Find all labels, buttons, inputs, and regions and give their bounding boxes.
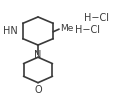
Text: Me: Me	[60, 24, 73, 33]
Text: H−Cl: H−Cl	[84, 13, 109, 23]
Text: HN: HN	[3, 26, 18, 36]
Text: O: O	[34, 85, 42, 95]
Text: H−Cl: H−Cl	[75, 25, 100, 35]
Text: N: N	[34, 50, 42, 60]
